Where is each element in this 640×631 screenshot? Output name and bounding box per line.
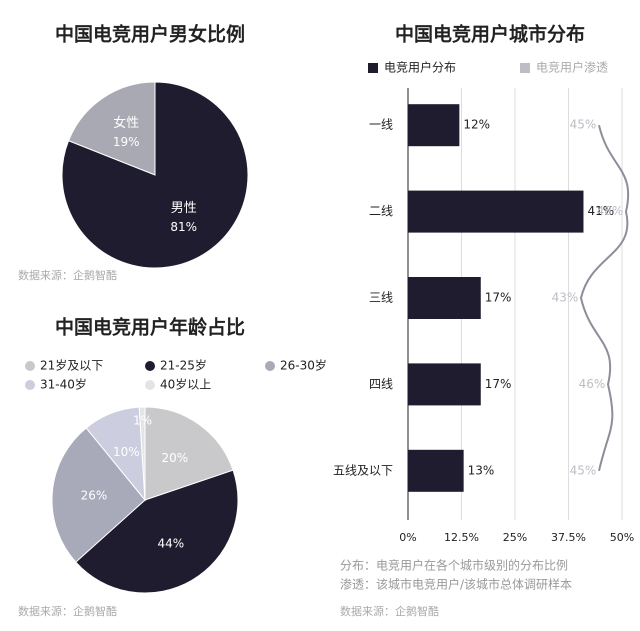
slice-category: 女性 xyxy=(113,115,139,131)
bar xyxy=(408,449,464,492)
bar xyxy=(408,363,481,406)
source: 数据来源：企鹅智酷 xyxy=(18,604,117,618)
legend-label: 电竞用户渗透 xyxy=(536,60,608,75)
y-tick-label: 二线 xyxy=(369,204,393,218)
penetration-label: 43% xyxy=(552,291,579,305)
pie-slice xyxy=(144,406,234,501)
slice-category: 男性 xyxy=(171,201,197,216)
x-tick-label: 50% xyxy=(610,531,634,544)
legend-label: 26-30岁 xyxy=(280,358,327,373)
slice-value: 81% xyxy=(170,220,197,234)
legend-label: 40岁以上 xyxy=(160,377,211,392)
slice-value: 1% xyxy=(133,413,152,427)
chart-title: 中国电竞用户男女比例 xyxy=(55,23,245,46)
pie-slice xyxy=(51,427,146,563)
penetration-label: 48% xyxy=(597,204,624,218)
bar-value: 12% xyxy=(463,118,490,132)
y-tick-label: 三线 xyxy=(369,291,393,305)
legend-swatch xyxy=(145,361,155,371)
penetration-label: 46% xyxy=(579,377,606,391)
legend-swatch xyxy=(368,63,378,73)
chart-title: 中国电竞用户城市分布 xyxy=(395,23,585,46)
bar-value: 17% xyxy=(485,377,512,391)
legend-swatch xyxy=(25,361,35,371)
x-tick-label: 25% xyxy=(503,531,527,544)
slice-value: 20% xyxy=(161,451,188,465)
y-tick-label: 一线 xyxy=(369,118,393,132)
legend-label: 31-40岁 xyxy=(40,377,87,392)
legend-swatch xyxy=(145,380,155,390)
source: 数据来源：企鹅智酷 xyxy=(18,268,117,282)
chart-title: 中国电竞用户年龄占比 xyxy=(55,316,245,339)
legend-swatch xyxy=(520,63,530,73)
x-tick-label: 0% xyxy=(399,531,416,544)
y-tick-label: 四线 xyxy=(369,377,393,391)
pie-slice xyxy=(61,81,249,269)
penetration-label: 45% xyxy=(570,118,597,132)
x-tick-label: 12.5% xyxy=(444,531,479,544)
slice-value: 10% xyxy=(113,445,140,459)
bar xyxy=(408,190,584,233)
legend-swatch xyxy=(265,361,275,371)
bar-value: 41% xyxy=(587,204,614,218)
slice-value: 44% xyxy=(157,537,184,551)
note: 渗透：该城市电竞用户/该城市总体调研样本 xyxy=(340,577,572,592)
pie-slice xyxy=(75,469,239,594)
bar xyxy=(408,277,481,319)
legend-swatch xyxy=(25,380,35,390)
note: 分布：电竞用户在各个城市级别的分布比例 xyxy=(340,558,568,573)
penetration-line xyxy=(579,124,630,472)
bar xyxy=(408,104,460,147)
pie-slice xyxy=(67,81,156,176)
source: 数据来源：企鹅智酷 xyxy=(340,604,439,618)
pie-slice xyxy=(138,406,146,501)
y-tick-label: 五线及以下 xyxy=(333,463,393,477)
bar-value: 13% xyxy=(468,463,495,477)
legend-label: 21岁及以下 xyxy=(40,358,103,373)
bar-value: 17% xyxy=(485,291,512,305)
legend-label: 电竞用户分布 xyxy=(384,60,456,75)
slice-value: 19% xyxy=(113,135,140,149)
slice-value: 26% xyxy=(81,489,108,503)
penetration-label: 45% xyxy=(570,463,597,477)
legend-label: 21-25岁 xyxy=(160,358,207,373)
x-tick-label: 37.5% xyxy=(551,531,586,544)
